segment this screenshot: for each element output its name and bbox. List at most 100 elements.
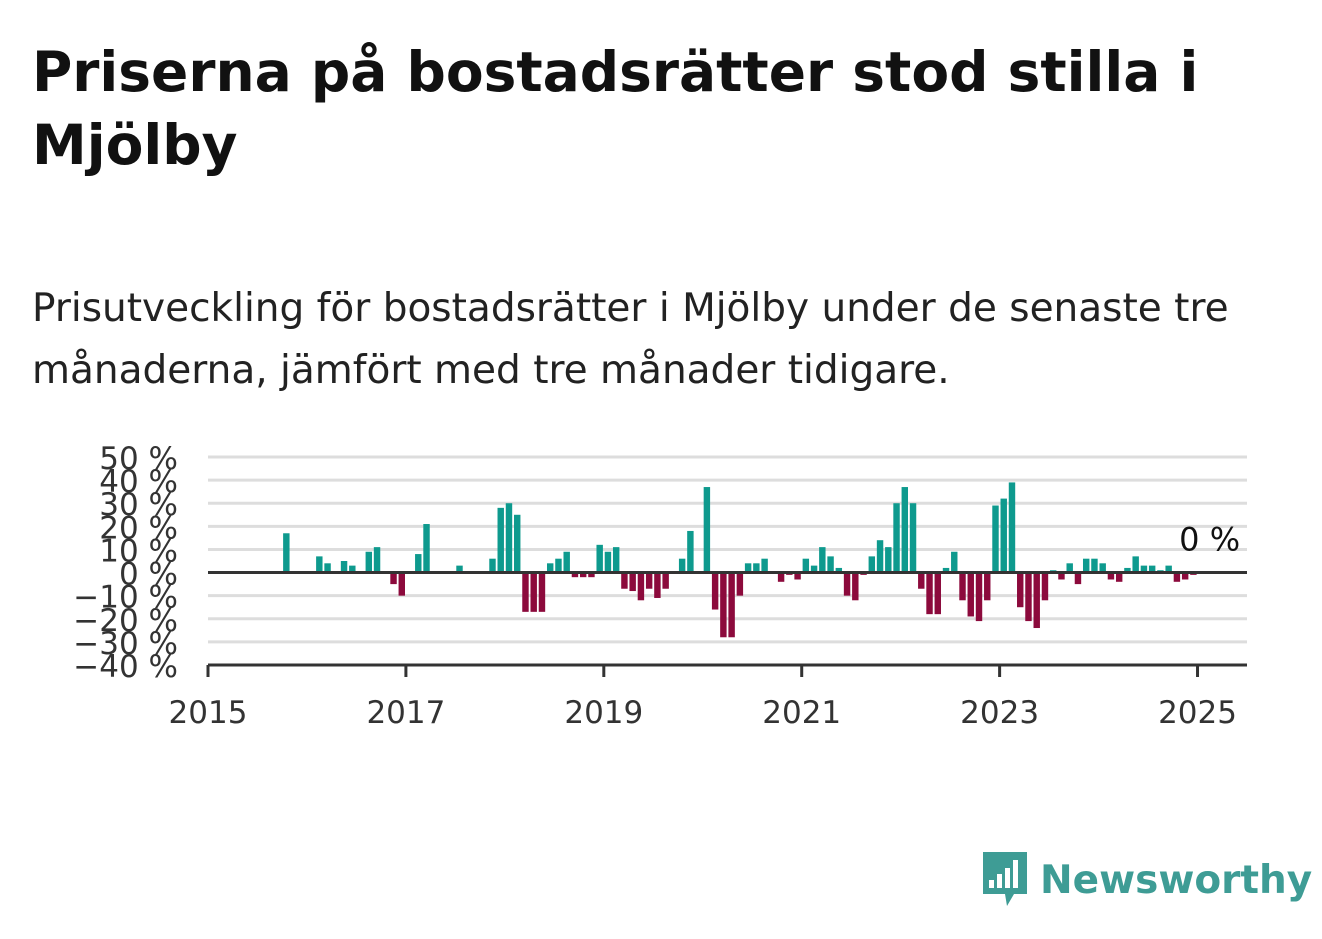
end-value-label: 0 % [1179,521,1240,559]
bar [711,572,719,610]
bar [1074,572,1082,585]
bar [365,551,373,573]
bar [390,572,397,585]
bar [959,572,966,601]
bar [546,563,554,573]
bar [1041,572,1049,601]
bar [662,572,669,589]
bar [571,572,579,578]
bar [934,572,941,615]
bar [1000,498,1007,573]
bar [1082,558,1090,573]
bar [1025,572,1032,622]
bar [612,547,620,573]
bar [761,558,768,573]
bar [777,572,785,582]
bar [579,572,587,578]
bar [621,572,628,589]
bar [876,540,884,573]
bar [316,556,323,573]
bar [703,487,711,573]
bar [349,565,356,573]
bar [514,514,521,573]
bar [1107,572,1115,580]
y-tick-label: 50 % [99,441,178,477]
bar [1091,558,1098,573]
bar [1115,572,1123,582]
chart-subtitle: Prisutveckling för bostadsrätter i Mjölb… [32,286,1229,393]
bar [1099,563,1106,573]
bar [720,572,727,638]
bar [505,503,513,573]
bar [744,563,752,573]
bar [901,487,909,573]
y-tick-label: 30 % [99,487,178,523]
bar [645,572,653,589]
bar [942,567,950,573]
bar [604,551,612,573]
x-tick-label: 2025 [1158,695,1237,730]
bar [1124,567,1131,573]
bar [967,572,974,617]
page-title: Priserna på bostadsrätter stod stilla i … [32,40,1199,177]
bar [835,567,843,573]
x-tick-label: 2015 [169,695,248,730]
y-tick-label: −40 % [73,649,178,685]
bar [918,572,925,589]
bar [1033,572,1040,629]
bar [794,572,801,580]
y-tick-label: 0 % [119,557,178,593]
bar [596,544,603,573]
bar-chart: 50 %40 %30 %20 %10 %0 %−10 %−20 %−30 %−4… [73,441,1247,730]
bar [283,533,290,573]
bar [654,572,661,598]
bar [1066,563,1073,573]
newsworthy-brand: Newsworthy [980,848,1312,912]
bar [398,572,405,596]
bar [1140,565,1148,573]
bar [1058,572,1065,580]
bar [1148,565,1156,573]
bar [843,572,851,596]
bar [456,565,463,573]
bar [984,572,991,601]
y-axis-tick-labels: 50 %40 %30 %20 %10 %0 %−10 %−20 %−30 %−4… [73,441,178,685]
bar [926,572,933,615]
x-axis-tick-labels: 2015 2017 2019 2021 2023 2025 [169,695,1237,730]
bar [975,572,983,622]
bar [909,503,917,573]
bar [687,530,694,573]
bar [423,524,430,573]
bar [637,572,645,601]
newsworthy-logo-icon [983,852,1027,906]
y-tick-label: 40 % [99,464,178,500]
bar [753,563,760,573]
bar [893,503,900,573]
bar [340,561,348,573]
y-tick-label: −10 % [73,580,178,616]
bar [563,551,570,573]
bar [530,572,537,612]
bar [1165,565,1172,573]
y-tick-label: −30 % [73,626,178,662]
bar [992,505,999,573]
bar [555,558,562,573]
bar [802,558,810,573]
y-tick-label: −20 % [73,603,178,639]
bar [522,572,529,612]
x-tick-label: 2023 [960,695,1039,730]
bar [497,507,504,573]
bar [885,547,892,573]
bar [678,558,686,573]
x-tick-label: 2017 [366,695,445,730]
x-tick-label: 2021 [762,695,841,730]
bar [728,572,735,638]
bar [538,572,546,612]
bar [1008,482,1016,573]
bars [283,482,1197,638]
bar [810,565,818,573]
axes [206,571,1247,677]
bar [852,572,859,601]
bar [629,572,636,592]
x-tick-label: 2019 [564,695,643,730]
